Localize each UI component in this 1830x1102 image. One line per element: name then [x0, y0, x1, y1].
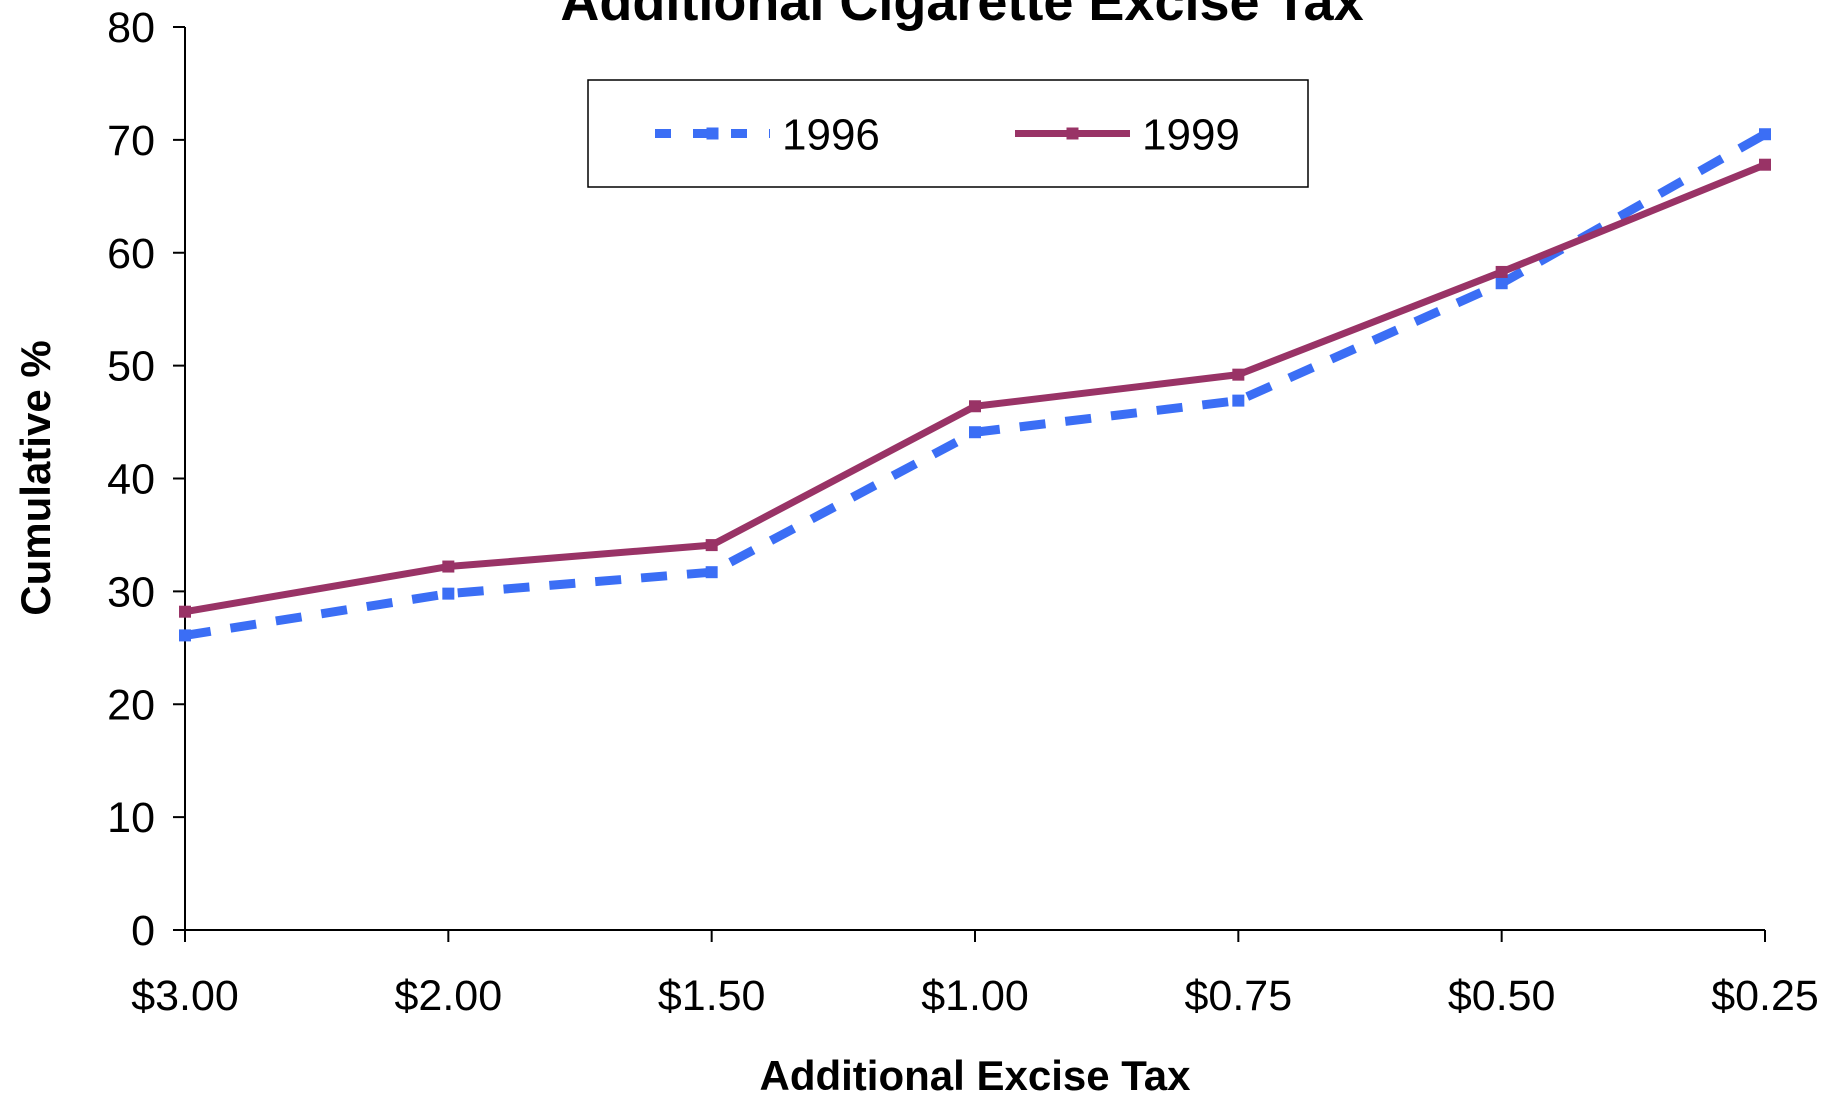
legend-box: [587, 79, 1309, 188]
data-point-1999: [179, 605, 191, 618]
data-point-1996: [1759, 128, 1771, 141]
chart-labels: 0 10 20 30 40 50 60 70 80 $3.00 $2.00 $1.50 $1.00 $0.…: [12, 0, 1819, 1099]
data-point-1996: [1495, 277, 1508, 290]
x-tick-label: $0.75: [1185, 972, 1293, 1020]
data-point-1999: [442, 560, 455, 573]
x-tick-label: $0.50: [1448, 972, 1556, 1020]
data-point-1996: [705, 566, 718, 579]
legend-marker-1999: [1066, 127, 1079, 140]
x-axis-title: Additional Excise Tax: [759, 1052, 1191, 1097]
data-point-1999: [1232, 368, 1245, 381]
y-tick-label: 60: [107, 230, 155, 278]
legend-marker-1996: [706, 127, 719, 140]
axes: [173, 26, 1766, 942]
y-tick-label: 30: [107, 568, 155, 616]
x-tick-label: $3.00: [131, 972, 239, 1020]
data-point-1996: [442, 587, 455, 600]
x-tick-label: $2.00: [395, 972, 503, 1020]
y-tick-label: 10: [107, 794, 155, 842]
y-tick-label: 70: [107, 117, 155, 165]
data-point-1999: [1495, 265, 1508, 278]
legend-label-1996: 1996: [782, 111, 880, 160]
y-tick-label: 20: [107, 681, 155, 729]
x-tick-label: $1.50: [658, 972, 766, 1020]
y-tick-label: 40: [107, 456, 155, 504]
chart-title: Additional Cigarette Excise Tax: [560, 0, 1363, 32]
y-tick-label: 80: [107, 4, 155, 52]
data-point-1996: [1232, 394, 1245, 407]
data-point-1999: [1759, 158, 1771, 171]
legend: 1996 1999: [587, 79, 1309, 188]
y-axis-title: Cumulative %: [12, 340, 59, 615]
y-tick-label: 0: [131, 907, 155, 955]
data-point-1996: [179, 629, 191, 642]
series-lines: [179, 128, 1771, 642]
y-tick-label: 50: [107, 343, 155, 391]
data-point-1996: [969, 426, 981, 439]
x-tick-label: $1.00: [921, 972, 1029, 1020]
x-tick-label: $0.25: [1711, 972, 1819, 1020]
legend-label-1999: 1999: [1142, 111, 1240, 160]
data-point-1999: [705, 539, 718, 552]
data-point-1999: [969, 400, 981, 413]
series-line-1996: [184, 130, 1768, 640]
series-line-1999: [184, 161, 1767, 616]
